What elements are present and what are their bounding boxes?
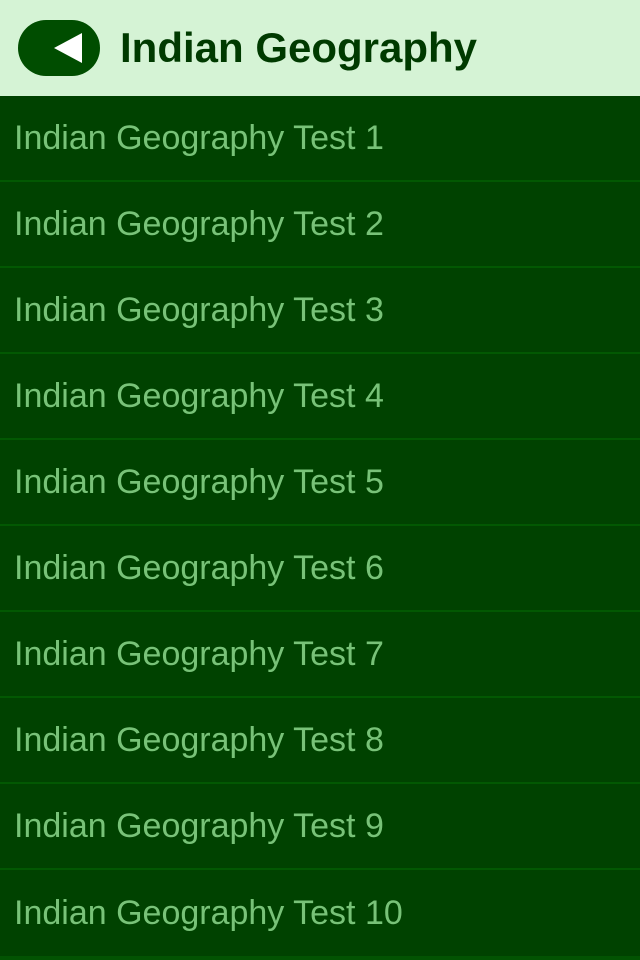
back-arrow-icon [54, 33, 82, 63]
list-item[interactable]: Indian Geography Test 10 [0, 870, 640, 956]
test-list: Indian Geography Test 1 Indian Geography… [0, 96, 640, 956]
list-item-label: Indian Geography Test 6 [14, 549, 384, 588]
header: Indian Geography [0, 0, 640, 96]
back-button[interactable] [18, 20, 100, 76]
list-item-label: Indian Geography Test 9 [14, 807, 384, 846]
list-item-label: Indian Geography Test 8 [14, 721, 384, 760]
list-item[interactable]: Indian Geography Test 9 [0, 784, 640, 870]
page-title: Indian Geography [120, 24, 477, 72]
list-item-label: Indian Geography Test 7 [14, 635, 384, 674]
list-item-label: Indian Geography Test 5 [14, 463, 384, 502]
list-item-label: Indian Geography Test 2 [14, 205, 384, 244]
list-item-label: Indian Geography Test 1 [14, 119, 384, 158]
list-item-label: Indian Geography Test 10 [14, 894, 403, 933]
list-item-label: Indian Geography Test 3 [14, 291, 384, 330]
list-item-label: Indian Geography Test 4 [14, 377, 384, 416]
list-item[interactable]: Indian Geography Test 2 [0, 182, 640, 268]
list-item[interactable]: Indian Geography Test 4 [0, 354, 640, 440]
list-item[interactable]: Indian Geography Test 3 [0, 268, 640, 354]
list-item[interactable]: Indian Geography Test 7 [0, 612, 640, 698]
list-item[interactable]: Indian Geography Test 8 [0, 698, 640, 784]
list-item[interactable]: Indian Geography Test 1 [0, 96, 640, 182]
list-item[interactable]: Indian Geography Test 6 [0, 526, 640, 612]
list-item[interactable]: Indian Geography Test 5 [0, 440, 640, 526]
